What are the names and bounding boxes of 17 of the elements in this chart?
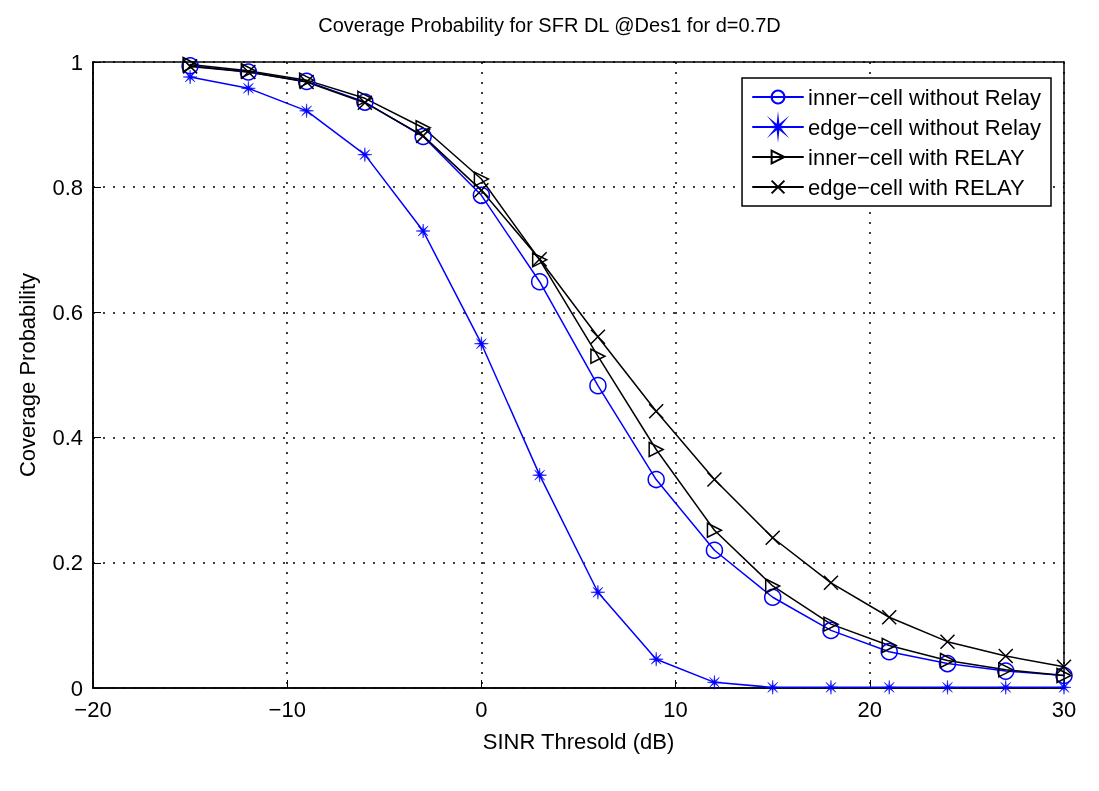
- legend-label: edge−cell with RELAY: [808, 174, 1026, 200]
- legend-label: inner−cell with RELAY: [808, 144, 1025, 170]
- chart-title: Coverage Probability for SFR DL @Des1 for d=0.7D: [318, 14, 781, 36]
- y-tick-label: 0.6: [52, 299, 83, 325]
- y-axis-title: Coverage Probability: [14, 272, 40, 478]
- x-tick-label: 30: [1051, 696, 1077, 722]
- x-tick-label: 10: [663, 696, 688, 722]
- y-tick-label: 0.4: [52, 425, 83, 451]
- y-tick-label: 0.8: [52, 174, 83, 200]
- legend-label: edge−cell without Relay: [808, 114, 1042, 140]
- x-tick-label: 0: [475, 696, 488, 722]
- y-tick-label: 1: [70, 49, 83, 75]
- y-tick-label: 0.2: [52, 550, 83, 576]
- x-tick-label: −10: [268, 696, 306, 722]
- x-tick-label: 20: [857, 696, 883, 722]
- x-axis-title: SINR Thresold (dB): [482, 728, 675, 754]
- legend-label: inner−cell without Relay: [808, 84, 1041, 110]
